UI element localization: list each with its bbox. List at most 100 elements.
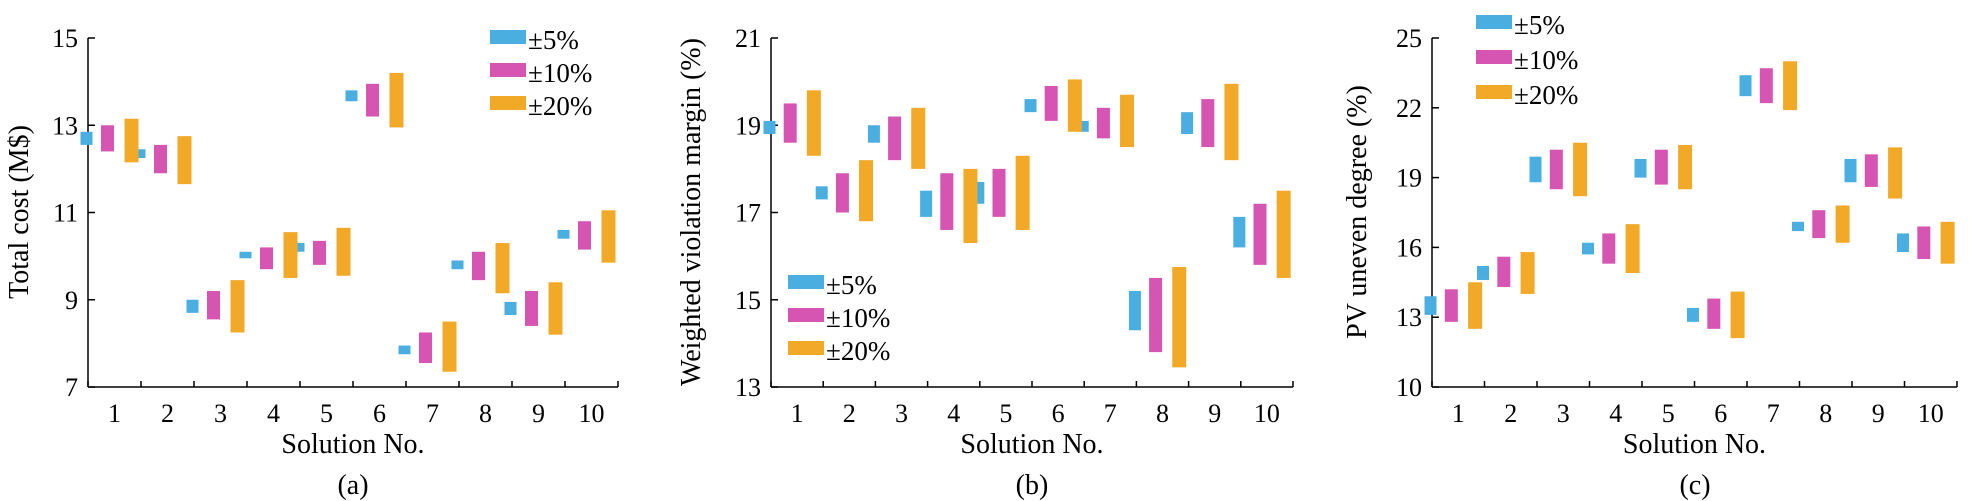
y-tick-label: 13 [52, 111, 78, 140]
panel-caption: (a) [337, 470, 368, 501]
range-bar-s2-4 [940, 173, 954, 230]
range-bar-s1-10 [1897, 233, 1910, 253]
legend: ±5%±10%±20% [1476, 10, 1578, 110]
x-tick-label: 7 [1104, 399, 1117, 428]
legend-swatch [788, 275, 824, 289]
range-bar-s1-7 [398, 345, 411, 355]
range-bar-s1-10 [1233, 216, 1246, 248]
y-tick-label: 9 [65, 286, 78, 315]
range-bar-s1-5 [1634, 158, 1647, 178]
range-bar-s2-9 [1201, 99, 1215, 148]
y-tick-label: 13 [735, 373, 761, 402]
range-bar-s1-8 [1792, 221, 1805, 232]
x-tick-label: 3 [895, 399, 908, 428]
range-bar-s1-3 [1529, 156, 1542, 183]
panel-caption: (c) [1679, 470, 1710, 501]
range-bar-s1-1 [1424, 296, 1437, 315]
range-bar-s2-6 [1707, 298, 1721, 329]
range-bar-s3-5 [1015, 155, 1030, 230]
range-bar-s2-4 [260, 247, 273, 270]
range-bar-s1-4 [239, 251, 252, 259]
x-tick-label: 7 [426, 399, 439, 428]
range-bar-s1-8 [1128, 291, 1141, 331]
range-bar-s1-1 [80, 131, 93, 145]
x-tick-label: 9 [1208, 399, 1221, 428]
y-tick-label: 15 [735, 286, 761, 315]
range-bar-s1-7 [1076, 120, 1089, 132]
range-bar-s3-7 [442, 321, 457, 372]
range-bar-s3-1 [124, 118, 139, 163]
y-axis-title: Total cost (M$) [4, 125, 35, 299]
range-bar-s2-2 [1497, 256, 1511, 287]
range-bar-s3-8 [1172, 267, 1187, 368]
x-axis-title: Solution No. [281, 429, 424, 460]
range-bar-s2-5 [313, 240, 326, 265]
range-bar-s1-3 [867, 125, 880, 143]
range-bar-s2-5 [1654, 149, 1668, 185]
panel-3: 10 13 16 19 22 25 1 2 3 4 5 6 7 8 9 10 Solution No. PV un… [1342, 10, 1958, 501]
range-bar-s2-8 [1812, 210, 1826, 239]
x-tick-label: 9 [532, 399, 545, 428]
x-tick-label: 4 [267, 399, 280, 428]
y-tick-label: 16 [1396, 233, 1422, 262]
x-tick-label: 8 [1156, 399, 1169, 428]
range-bar-s3-7 [1120, 94, 1135, 148]
legend-label: ±10% [826, 303, 890, 333]
x-tick-label: 1 [108, 399, 121, 428]
legend-swatch [1476, 50, 1512, 64]
range-bar-s1-2 [133, 149, 146, 158]
range-bar-s3-3 [230, 280, 245, 333]
range-bar-s3-3 [1573, 142, 1588, 197]
legend-swatch [1476, 15, 1512, 29]
x-axis-title: Solution No. [960, 429, 1103, 460]
range-bar-s2-1 [101, 125, 114, 152]
panel-1: 7 9 11 13 15 1 2 3 4 5 6 7 8 9 10 Solution No. Total cos… [4, 24, 619, 501]
range-bar-s1-3 [186, 299, 199, 313]
range-bar-s3-1 [1468, 282, 1483, 329]
range-bar-s1-4 [920, 190, 933, 217]
range-bar-s1-7 [1739, 75, 1752, 97]
x-tick-label: 2 [1504, 399, 1517, 428]
x-tick-label: 9 [1872, 399, 1885, 428]
range-bar-s3-10 [1276, 190, 1291, 278]
range-bar-s1-10 [557, 229, 570, 239]
legend-swatch [490, 96, 526, 110]
range-bar-s1-8 [451, 260, 464, 270]
range-bar-s2-2 [154, 144, 167, 174]
legend-swatch [490, 63, 526, 77]
range-bar-s3-8 [495, 243, 510, 294]
range-bar-s1-9 [504, 301, 517, 316]
range-bar-s2-3 [888, 116, 902, 161]
x-tick-label: 10 [1918, 399, 1944, 428]
x-tick-label: 5 [999, 399, 1012, 428]
y-axis-title: Weighted violation margin (%) [676, 38, 707, 386]
x-tick-label: 6 [1052, 399, 1065, 428]
range-bar-s3-9 [1224, 83, 1239, 161]
y-tick-label: 22 [1396, 94, 1422, 123]
range-bar-s1-4 [1582, 242, 1595, 255]
range-bar-s3-4 [963, 168, 978, 244]
range-bar-s2-4 [1602, 233, 1616, 264]
x-tick-label: 1 [1452, 399, 1465, 428]
x-tick-label: 7 [1767, 399, 1780, 428]
y-axis-title: PV uneven degree (%) [1342, 85, 1373, 339]
x-tick-label: 10 [579, 399, 605, 428]
panel-caption: (b) [1016, 470, 1049, 501]
y-tick-label: 21 [735, 24, 761, 53]
x-tick-label: 3 [214, 399, 227, 428]
legend: ±5%±10%±20% [788, 270, 890, 366]
x-tick-label: 2 [843, 399, 856, 428]
range-bar-s3-6 [1730, 291, 1745, 339]
range-bar-s2-7 [419, 332, 432, 364]
range-bar-s3-4 [283, 232, 298, 278]
range-bar-s3-5 [336, 227, 351, 276]
y-tick-label: 25 [1396, 24, 1422, 53]
y-tick-label: 7 [65, 373, 78, 402]
range-bar-s3-10 [601, 210, 616, 263]
range-bar-s1-9 [1844, 158, 1857, 183]
range-bar-s2-5 [992, 168, 1006, 217]
range-bar-s1-2 [1477, 266, 1490, 280]
range-bar-s3-2 [859, 160, 874, 222]
x-tick-label: 8 [479, 399, 492, 428]
range-bar-s2-9 [1864, 154, 1878, 187]
